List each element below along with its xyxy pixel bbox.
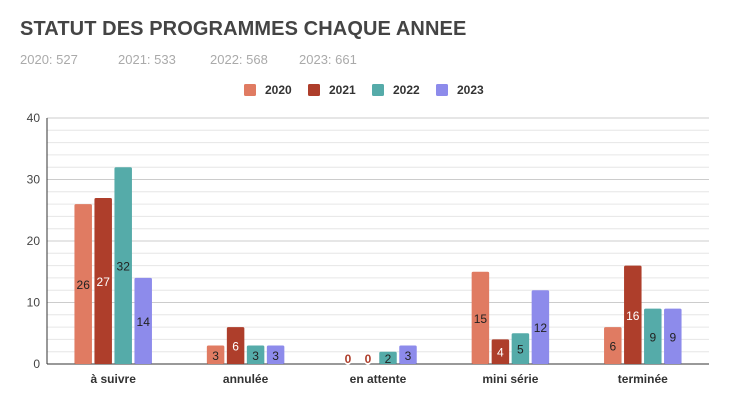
- data-label: 9: [649, 330, 656, 344]
- legend-swatch-2022: [372, 84, 384, 96]
- bar-2020[interactable]: [471, 271, 490, 364]
- data-label: 15: [474, 312, 488, 326]
- x-tick-label: terminée: [618, 372, 668, 386]
- bar-2023[interactable]: [266, 345, 285, 364]
- x-tick-label: mini série: [482, 372, 538, 386]
- data-label: 16: [626, 309, 640, 323]
- data-label: 26: [77, 278, 91, 292]
- bar-2022[interactable]: [246, 345, 265, 364]
- bar-2023[interactable]: [531, 290, 550, 364]
- data-label: 9: [669, 330, 676, 344]
- x-tick-label: à suivre: [91, 372, 137, 386]
- y-tick-label: 0: [33, 357, 40, 371]
- data-label: 3: [212, 349, 219, 363]
- bar-2021[interactable]: [624, 265, 642, 364]
- subtitle-item-2022: 2022: 568: [210, 52, 268, 67]
- bar-2023[interactable]: [399, 345, 417, 364]
- legend-swatch-2021: [308, 84, 320, 96]
- data-label: 2: [385, 352, 392, 366]
- bar-2020[interactable]: [604, 327, 622, 364]
- data-label: 4: [497, 346, 504, 360]
- subtitle-item-2020: 2020: 527: [20, 52, 78, 67]
- chart-subtitle: 2020: 527 2021: 533 2022: 568 2023: 661: [20, 52, 357, 67]
- data-label: 3: [252, 349, 259, 363]
- data-label: 3: [272, 349, 279, 363]
- legend-label-2021: 2021: [329, 83, 356, 97]
- legend-label-2022: 2022: [393, 83, 420, 97]
- data-label: 12: [534, 321, 548, 335]
- data-label: 14: [137, 315, 151, 329]
- legend-label-2020: 2020: [265, 83, 292, 97]
- bar-2021[interactable]: [226, 327, 245, 364]
- data-label: 3: [405, 349, 412, 363]
- bar-2022[interactable]: [644, 308, 662, 364]
- y-tick-label: 30: [27, 173, 41, 187]
- bar-2022[interactable]: [114, 167, 132, 364]
- data-label: 0: [365, 352, 372, 366]
- bar-2020[interactable]: [206, 345, 225, 364]
- x-tick-label: en attente: [350, 372, 407, 386]
- chart-title: STATUT DES PROGRAMMES CHAQUE ANNEE: [20, 18, 467, 40]
- legend-swatch-2020: [244, 84, 256, 96]
- subtitle-item-2021: 2021: 533: [118, 52, 176, 67]
- data-label: 6: [232, 340, 239, 354]
- data-label: 32: [117, 260, 131, 274]
- bar-2021[interactable]: [491, 339, 510, 364]
- subtitle-item-2023: 2023: 661: [299, 52, 357, 67]
- legend-swatch-2023: [436, 84, 448, 96]
- y-tick-label: 10: [27, 296, 41, 310]
- x-tick-label: annulée: [223, 372, 269, 386]
- bar-2023[interactable]: [134, 277, 152, 364]
- y-tick-label: 20: [27, 234, 41, 248]
- legend-label-2023: 2023: [457, 83, 484, 97]
- y-tick-label: 40: [27, 111, 41, 125]
- bar-2022[interactable]: [511, 333, 530, 364]
- data-label: 6: [609, 340, 616, 354]
- data-label: 0: [345, 352, 352, 366]
- bar-2020[interactable]: [74, 204, 92, 364]
- bar-2021[interactable]: [94, 197, 112, 364]
- data-label: 27: [97, 275, 111, 289]
- data-label: 5: [517, 343, 524, 357]
- bar-2022[interactable]: [379, 351, 397, 364]
- bar-2023[interactable]: [664, 308, 682, 364]
